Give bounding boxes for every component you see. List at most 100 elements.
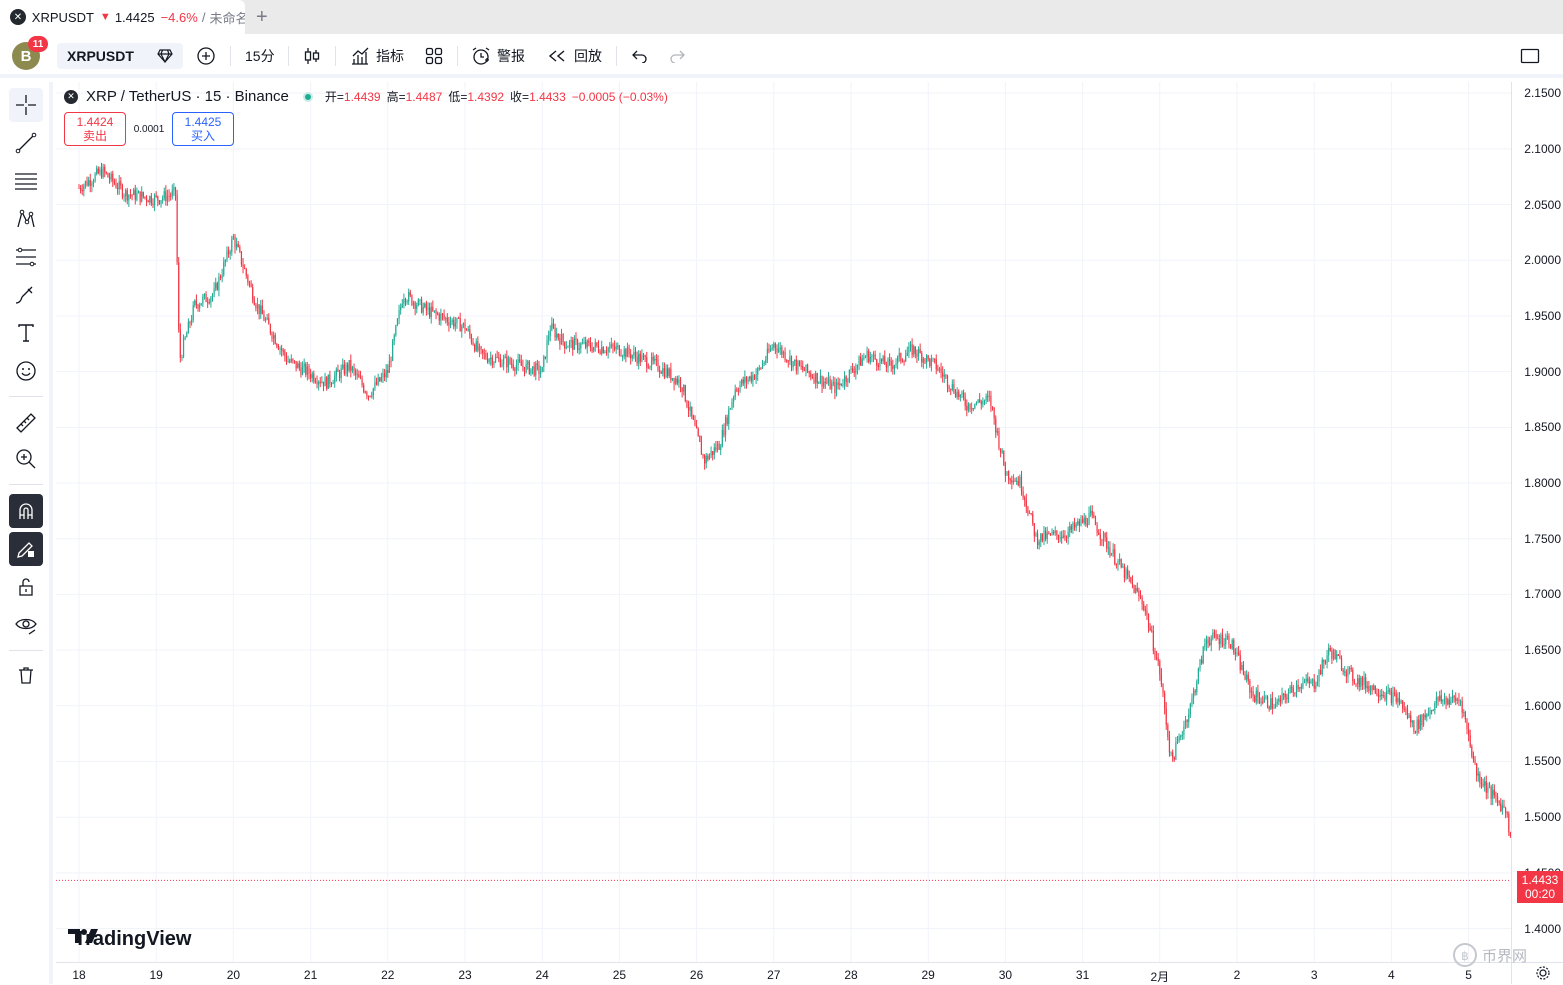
candle-body bbox=[667, 368, 669, 377]
brush-tool[interactable] bbox=[9, 278, 43, 312]
new-tab-plus-icon[interactable]: + bbox=[256, 6, 268, 28]
candle-body bbox=[906, 352, 908, 356]
candle-body bbox=[273, 335, 275, 339]
candle-body bbox=[245, 268, 247, 276]
candle-body bbox=[852, 368, 854, 372]
fullscreen-button[interactable] bbox=[1520, 34, 1540, 78]
axis-settings-corner[interactable] bbox=[1511, 962, 1563, 984]
emoji-tool[interactable] bbox=[9, 354, 43, 388]
candle-body bbox=[112, 173, 114, 182]
candle-body bbox=[691, 406, 693, 416]
remove-drawings-tool[interactable] bbox=[9, 658, 43, 692]
candle-body bbox=[1024, 497, 1026, 501]
candle-body bbox=[649, 366, 651, 369]
candle-body bbox=[864, 356, 867, 358]
candle-body bbox=[1258, 697, 1261, 703]
candle-body bbox=[692, 415, 694, 420]
candle-body bbox=[884, 356, 886, 365]
alert-button[interactable]: 警报 bbox=[471, 34, 525, 78]
candle-body bbox=[832, 382, 834, 384]
interval-button[interactable]: 15分 bbox=[245, 34, 275, 78]
candle-body bbox=[229, 252, 231, 255]
undo-button[interactable] bbox=[631, 34, 649, 78]
zoom-tool[interactable] bbox=[9, 442, 43, 476]
candle-body bbox=[1194, 691, 1196, 693]
high-label: 高= bbox=[386, 90, 406, 104]
settings-gear-icon[interactable] bbox=[1536, 966, 1550, 980]
candle-body bbox=[1011, 480, 1013, 483]
candle-body bbox=[1294, 692, 1296, 694]
indicators-button[interactable]: 指标 bbox=[350, 34, 404, 78]
candle-body bbox=[504, 356, 506, 359]
candle-body bbox=[1300, 687, 1302, 689]
candle-body bbox=[599, 351, 601, 354]
candle-body bbox=[1498, 800, 1500, 804]
candle-body bbox=[1096, 524, 1098, 533]
lock-all-tool[interactable] bbox=[9, 570, 43, 604]
layouts-button[interactable] bbox=[425, 34, 443, 78]
candle-body bbox=[1463, 712, 1465, 714]
chart-pane[interactable]: ✕ XRP / TetherUS · 15 · Binance 开=1.4439… bbox=[56, 82, 1511, 962]
magnet-tool[interactable] bbox=[9, 494, 43, 528]
candle-body bbox=[1297, 684, 1299, 689]
candlestick-chart[interactable] bbox=[56, 82, 1511, 962]
candle-body bbox=[363, 385, 365, 392]
top-toolbar: B 11 XRPUSDT 15分 指标 bbox=[0, 34, 1563, 78]
candle-body bbox=[718, 443, 720, 450]
candle-body bbox=[523, 366, 526, 373]
candle-body bbox=[1147, 614, 1150, 628]
redo-button[interactable] bbox=[668, 34, 686, 78]
candle-body bbox=[94, 173, 96, 182]
candle-body bbox=[1210, 638, 1212, 645]
diamond-icon[interactable] bbox=[157, 49, 173, 63]
tradingview-logo[interactable]: TradingView bbox=[68, 928, 191, 951]
symbol-search-button[interactable]: XRPUSDT bbox=[57, 43, 183, 69]
chart-type-button[interactable] bbox=[303, 34, 321, 78]
candle-body bbox=[541, 366, 543, 373]
candle-body bbox=[585, 342, 587, 348]
hide-drawings-tool[interactable] bbox=[9, 608, 43, 642]
candle-body bbox=[1447, 699, 1449, 705]
time-axis[interactable]: 18 19 20 21 22 23 24 25 26 27 28 29 30 31 2月 2 3 4 5 bbox=[56, 962, 1511, 984]
lock-drawing-tool[interactable] bbox=[9, 532, 43, 566]
candle-body bbox=[1397, 698, 1399, 703]
compare-plus-button[interactable] bbox=[196, 34, 216, 78]
candle-body bbox=[900, 353, 902, 362]
candle-body bbox=[419, 299, 421, 301]
candle-body bbox=[549, 330, 551, 337]
price-tick-label: 2.0500 bbox=[1524, 197, 1561, 212]
candle-body bbox=[1032, 513, 1034, 524]
candle-body bbox=[1049, 533, 1052, 535]
candle-body bbox=[417, 299, 419, 306]
sell-button[interactable]: 1.4424 卖出 bbox=[64, 112, 126, 146]
replay-button[interactable]: 回放 bbox=[548, 34, 602, 78]
crosshair-tool[interactable] bbox=[9, 88, 43, 122]
candle-body bbox=[893, 365, 896, 369]
candle-body bbox=[1220, 634, 1222, 645]
price-axis[interactable]: 2.1500 2.1000 2.0500 2.0000 1.9500 1.9000 1.85… bbox=[1511, 82, 1563, 962]
candle-body bbox=[1133, 584, 1135, 594]
candle-body bbox=[1394, 692, 1396, 694]
fib-tool[interactable] bbox=[9, 240, 43, 274]
candle-body bbox=[922, 358, 924, 363]
chart-tab[interactable]: ✕ XRPUSDT ▼ 1.4425 −4.6% / 未命名 bbox=[0, 0, 245, 34]
candle-body bbox=[1218, 638, 1220, 645]
measure-tool[interactable] bbox=[9, 406, 43, 440]
candle-body bbox=[1363, 677, 1365, 686]
candle-body bbox=[393, 335, 395, 341]
market-status-icon[interactable] bbox=[302, 91, 313, 102]
candle-body bbox=[988, 395, 990, 397]
candle-body bbox=[1455, 697, 1457, 701]
pattern-tool[interactable] bbox=[9, 202, 43, 236]
candle-body bbox=[99, 169, 101, 174]
text-tool[interactable] bbox=[9, 316, 43, 350]
user-avatar[interactable]: B 11 bbox=[12, 34, 48, 78]
horizontal-lines-tool[interactable] bbox=[9, 164, 43, 198]
candle-body bbox=[567, 346, 569, 348]
buy-button[interactable]: 1.4425 买入 bbox=[172, 112, 234, 146]
candle-body bbox=[602, 347, 604, 353]
candle-body bbox=[618, 345, 620, 356]
candle-body bbox=[890, 361, 892, 366]
time-tick-label: 27 bbox=[767, 968, 781, 982]
trend-line-tool[interactable] bbox=[9, 126, 43, 160]
